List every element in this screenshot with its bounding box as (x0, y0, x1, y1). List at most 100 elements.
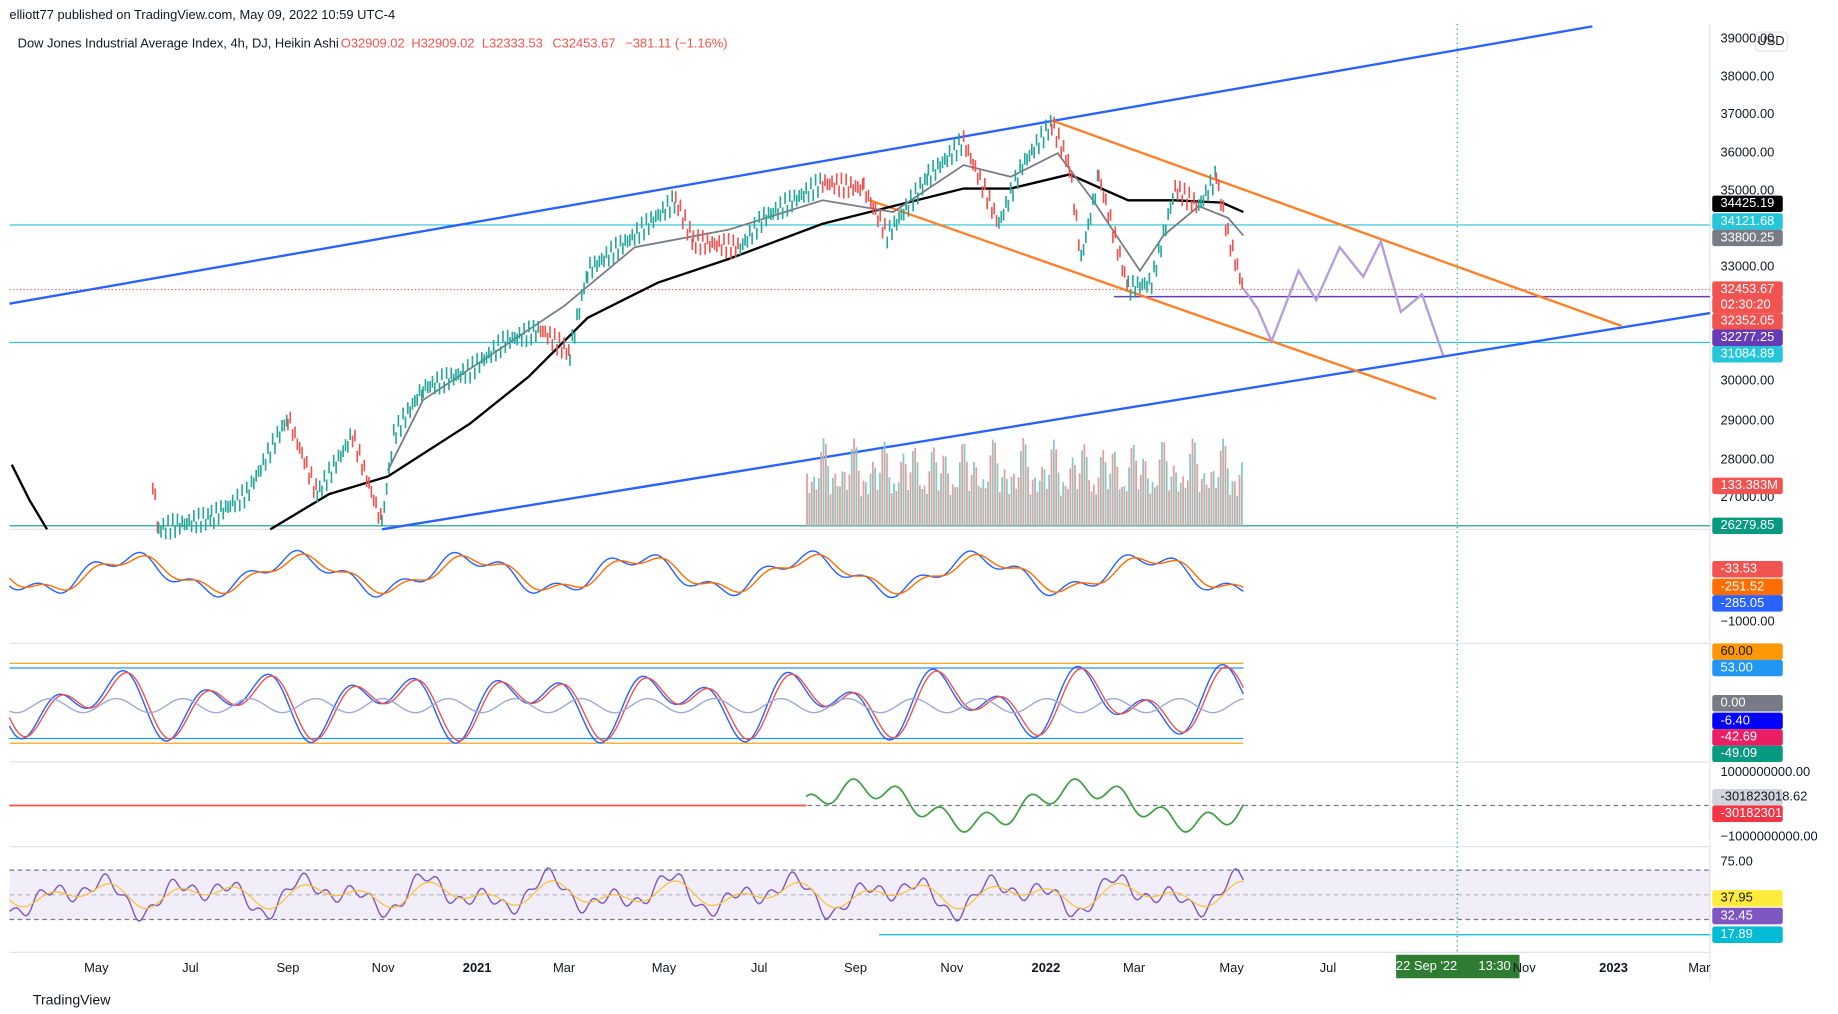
volume-bar (1076, 488, 1079, 526)
price-badge-label: 1000000000.00 (1720, 764, 1810, 779)
volume-bar (1118, 489, 1121, 526)
volume-bar (1048, 474, 1051, 526)
price-label: 29000.00 (1720, 413, 1774, 428)
volume-bar (850, 449, 853, 526)
volume-bar (1045, 488, 1048, 526)
price-label: 30000.00 (1720, 373, 1774, 388)
volume-bar (1203, 473, 1206, 526)
currency-box[interactable] (1755, 31, 1789, 52)
volume-bar (1111, 453, 1114, 526)
symbol: Dow Jones Industrial Average Index, 4h, … (18, 35, 339, 50)
volume-bar (1184, 487, 1187, 526)
price-badge-label: 133.383M (1720, 477, 1777, 492)
volume-bar (963, 443, 966, 526)
price-badge-label: 33800.25 (1720, 229, 1774, 244)
price-badge-label: 32.45 (1720, 907, 1752, 922)
volume-bar (1041, 466, 1043, 526)
volume-bar (839, 486, 841, 526)
time-label: Nov (940, 960, 963, 975)
volume-bar (1064, 486, 1067, 526)
trend-line (9, 25, 1593, 305)
moving-average (10, 464, 49, 530)
volume-bar (1024, 444, 1027, 526)
volume-bar (1233, 481, 1236, 526)
price-badge (1712, 789, 1783, 806)
volume-bar (832, 477, 834, 526)
crosshair-label-bg (1396, 954, 1520, 979)
volume-bar (1099, 457, 1102, 526)
volume-bar (1215, 487, 1217, 526)
volume-bar (909, 472, 912, 526)
price-badge-label: -251.52 (1720, 578, 1764, 593)
currency[interactable]: USD (1757, 33, 1784, 48)
volume-bar (970, 474, 973, 526)
volume-bar (961, 444, 964, 526)
time-label: Nov (372, 960, 395, 975)
price-label: 39000.00 (1720, 31, 1774, 46)
stoch-mid (9, 697, 1244, 714)
price-badge-label: 17.89 (1720, 926, 1752, 941)
volume-bar (951, 484, 954, 526)
publisher: elliott77 published on TradingView.com, … (9, 7, 395, 22)
volume-bar (843, 471, 846, 526)
volume-bar (824, 443, 827, 526)
volume-bar (982, 479, 985, 526)
price-badge (1712, 213, 1783, 230)
time-label: Sep (276, 960, 299, 975)
moving-average (387, 152, 1245, 471)
volume-bar (810, 481, 813, 526)
volume-bar (1109, 473, 1112, 526)
moving-average (269, 173, 1244, 531)
volume-bar (947, 473, 949, 526)
price-badge-label: 34425.19 (1720, 195, 1774, 210)
volume-bar (1010, 476, 1013, 526)
volume-bar (1182, 476, 1185, 526)
volume-bar (874, 467, 877, 526)
volume-bar (944, 456, 947, 526)
volume-bar (942, 455, 945, 526)
volume-bar (930, 451, 933, 526)
volume-bar (1095, 494, 1098, 526)
price-badge-label: -33.53 (1720, 561, 1757, 576)
volume-bar (1196, 463, 1199, 526)
volume-bar (1146, 478, 1149, 526)
ohlc-value: −381.11 (−1.16%) (625, 35, 727, 50)
volume-bar (871, 461, 874, 526)
price-badge (1712, 659, 1783, 677)
volume-bar (822, 438, 825, 526)
volume-bar (1003, 469, 1006, 526)
flow-line (805, 778, 1245, 833)
volume-bar (1102, 450, 1105, 526)
volume-bar (1186, 480, 1189, 526)
volume-bar (904, 464, 907, 526)
volume-bar (864, 482, 867, 526)
volume-bar (1193, 442, 1196, 526)
volume-bar (1132, 444, 1135, 526)
volume-bar (879, 472, 881, 526)
volume-bar (1090, 491, 1093, 526)
volume-bar (836, 486, 839, 526)
volume-bar (1088, 480, 1090, 526)
price-badge-label: 02:30:20 (1720, 296, 1770, 311)
volume-bar (1137, 489, 1140, 526)
time-label: 2022 (1032, 960, 1061, 975)
volume-bar (1177, 491, 1180, 526)
time-label: May (1219, 960, 1244, 975)
price-badge (1712, 805, 1783, 822)
volume-bar (881, 448, 884, 526)
price-badge-label: -285.05 (1720, 595, 1764, 610)
price-badge (1712, 296, 1783, 314)
volume-bar (829, 494, 832, 526)
volume-bar (1001, 477, 1004, 526)
volume-bar (919, 485, 921, 526)
volume-bar (1201, 478, 1203, 526)
price-badge (1712, 195, 1783, 213)
volume-bar (1179, 482, 1182, 526)
volume-bar (1130, 448, 1133, 526)
volume-bar (1085, 456, 1088, 526)
volume-bar (900, 461, 902, 526)
volume-bar (813, 476, 815, 526)
volume-bar (1144, 461, 1147, 526)
macd-signal (8, 553, 1244, 595)
volume-bar (1170, 476, 1173, 526)
